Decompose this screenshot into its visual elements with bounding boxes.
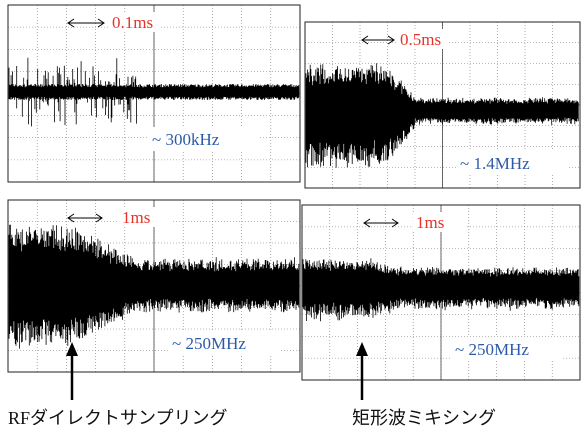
- label-bg: [148, 127, 260, 151]
- label-bg: [451, 337, 563, 361]
- time-scale: 1ms: [416, 213, 444, 232]
- scope-screen: 0.5ms ~ 1.4MHz: [304, 21, 581, 189]
- frequency: ~ 1.4MHz: [460, 154, 530, 173]
- label-bg: [397, 29, 449, 49]
- time-arrow-heads: [67, 18, 105, 28]
- arrow-head: [66, 342, 78, 356]
- time-arrow-heads: [361, 35, 395, 45]
- screen-frame: [7, 4, 301, 183]
- waveform: [8, 224, 300, 349]
- waveform: [302, 258, 580, 322]
- time-arrow-heads: [363, 218, 399, 228]
- label-bg: [119, 207, 171, 227]
- screen-frame: [7, 199, 301, 373]
- label-bg: [456, 151, 568, 175]
- scope-screen: 1ms ~ 250MHz: [301, 204, 581, 381]
- label-bg: [413, 212, 465, 232]
- time-scale: 0.5ms: [400, 30, 441, 49]
- screen-frame: [301, 204, 581, 381]
- screen-frame: [304, 21, 581, 189]
- waveform: [305, 63, 579, 168]
- frequency: ~ 300kHz: [152, 130, 220, 149]
- label-bg: [168, 331, 280, 355]
- arrow-head: [356, 342, 368, 356]
- waveform: [8, 57, 300, 127]
- scope-screen: 1ms ~ 250MHz: [7, 199, 301, 373]
- scope-screen: 0.1ms ~ 300kHz: [7, 4, 301, 183]
- time-scale: 1ms: [122, 208, 150, 227]
- label-bg: [109, 12, 161, 32]
- time-arrow-heads: [67, 213, 103, 223]
- time-scale: 0.1ms: [112, 13, 153, 32]
- caption: 矩形波ミキシング: [352, 408, 496, 428]
- frequency: ~ 250MHz: [172, 334, 246, 353]
- caption: RFダイレクトサンプリング: [8, 408, 227, 428]
- frequency: ~ 250MHz: [455, 340, 529, 359]
